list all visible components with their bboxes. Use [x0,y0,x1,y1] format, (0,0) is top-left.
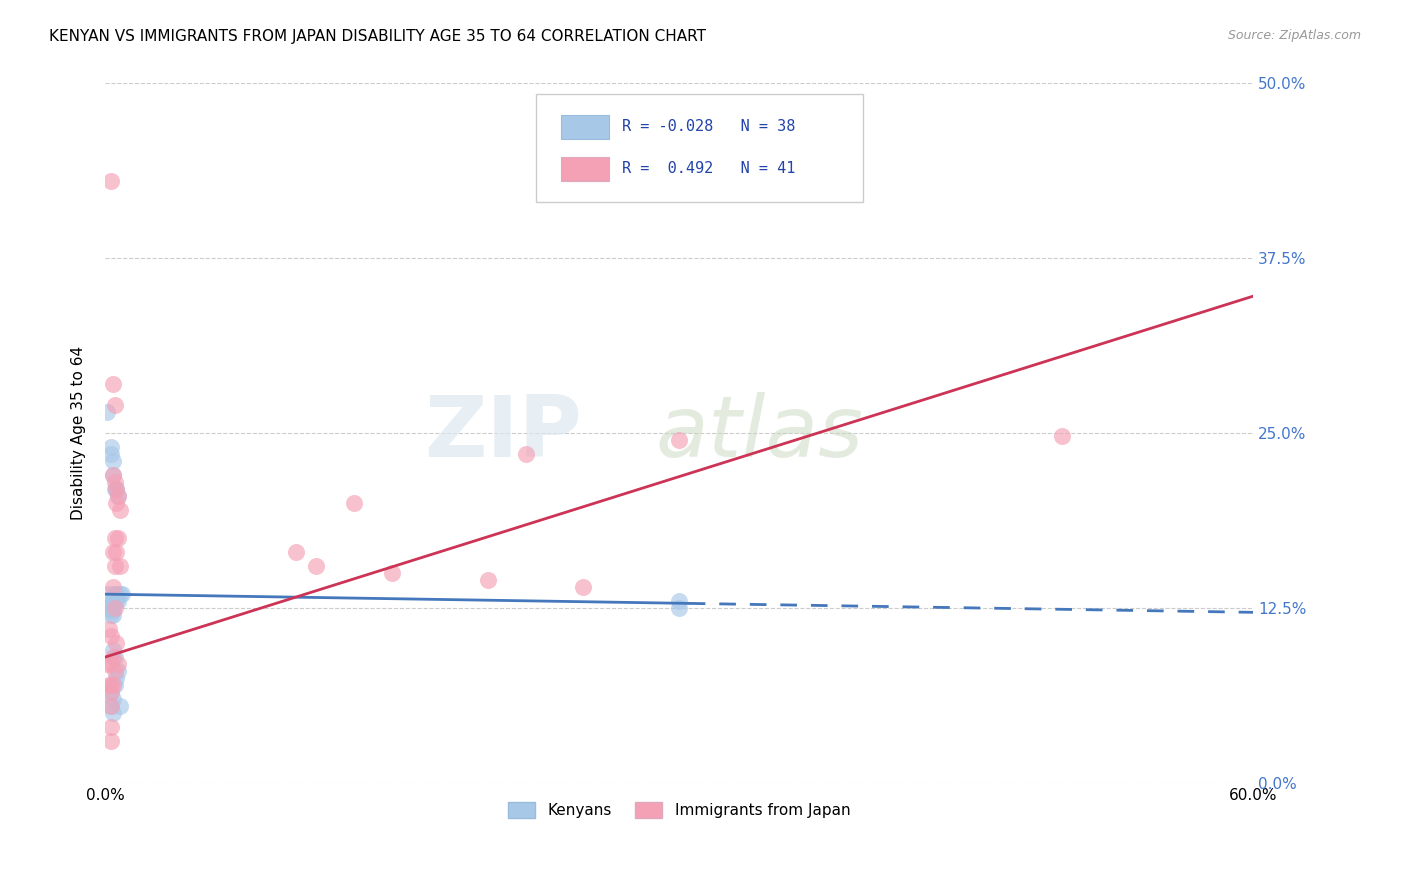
Y-axis label: Disability Age 35 to 64: Disability Age 35 to 64 [72,346,86,520]
Point [100,657,122,672]
Point [103,559,125,574]
Point [103,678,125,692]
Point [105,496,128,510]
Text: KENYAN VS IMMIGRANTS FROM JAPAN DISABILITY AGE 35 TO 64 CORRELATION CHART: KENYAN VS IMMIGRANTS FROM JAPAN DISABILI… [49,29,706,44]
Point [110,699,132,714]
Point [100,447,122,461]
Point [107,594,129,608]
Point [110,503,132,517]
Point [101,377,124,392]
Point [101,650,124,665]
Point [107,489,129,503]
Point [572,580,595,594]
Point [477,573,499,587]
Point [285,545,308,559]
Point [105,636,128,650]
Point [103,475,125,490]
Point [100,720,122,734]
Point [103,664,125,678]
Point [105,545,128,559]
Point [100,602,122,616]
Point [100,440,122,454]
Text: R = -0.028   N = 38: R = -0.028 N = 38 [621,119,796,134]
Point [101,678,124,692]
Point [103,531,125,545]
Point [103,398,125,412]
Point [101,468,124,483]
Point [101,608,124,623]
Point [100,699,122,714]
Point [97,601,120,615]
Point [105,594,128,608]
Point [105,671,128,685]
Point [111,587,134,601]
Point [96,657,118,672]
Point [107,657,129,672]
Legend: Kenyans, Immigrants from Japan: Kenyans, Immigrants from Japan [502,797,856,824]
Text: R =  0.492   N = 41: R = 0.492 N = 41 [621,161,796,176]
Point [97,622,120,636]
Point [515,447,537,461]
Point [100,734,122,748]
Text: ZIP: ZIP [423,392,582,475]
Point [101,580,124,594]
Point [103,601,125,615]
Point [100,608,122,623]
Point [107,531,129,545]
Point [101,692,124,706]
Point [1050,429,1073,443]
Text: Source: ZipAtlas.com: Source: ZipAtlas.com [1227,29,1361,42]
Point [100,174,122,188]
Point [668,434,690,448]
Point [100,678,122,692]
Point [97,678,120,692]
Point [100,685,122,699]
Point [105,587,128,601]
Point [101,602,124,616]
Point [101,594,124,608]
Point [103,594,125,608]
Point [101,706,124,720]
Point [103,650,125,665]
FancyBboxPatch shape [536,94,863,202]
Point [101,599,124,613]
Point [100,685,122,699]
Point [668,601,690,615]
Point [96,405,118,419]
Point [343,496,366,510]
Point [101,468,124,483]
Point [97,587,120,601]
Point [110,559,132,574]
Point [105,482,128,496]
Point [101,643,124,657]
Point [100,599,122,614]
Point [381,566,404,581]
Point [105,482,128,496]
Point [107,664,129,678]
Point [110,587,132,601]
Text: atlas: atlas [655,392,863,475]
Point [101,454,124,468]
FancyBboxPatch shape [561,157,609,181]
Point [107,489,129,503]
Point [100,699,122,714]
Point [103,482,125,496]
Point [103,587,125,601]
Point [304,559,326,574]
FancyBboxPatch shape [561,115,609,139]
Point [100,629,122,643]
Point [100,597,122,611]
Point [668,594,690,608]
Point [101,545,124,559]
Point [100,594,122,608]
